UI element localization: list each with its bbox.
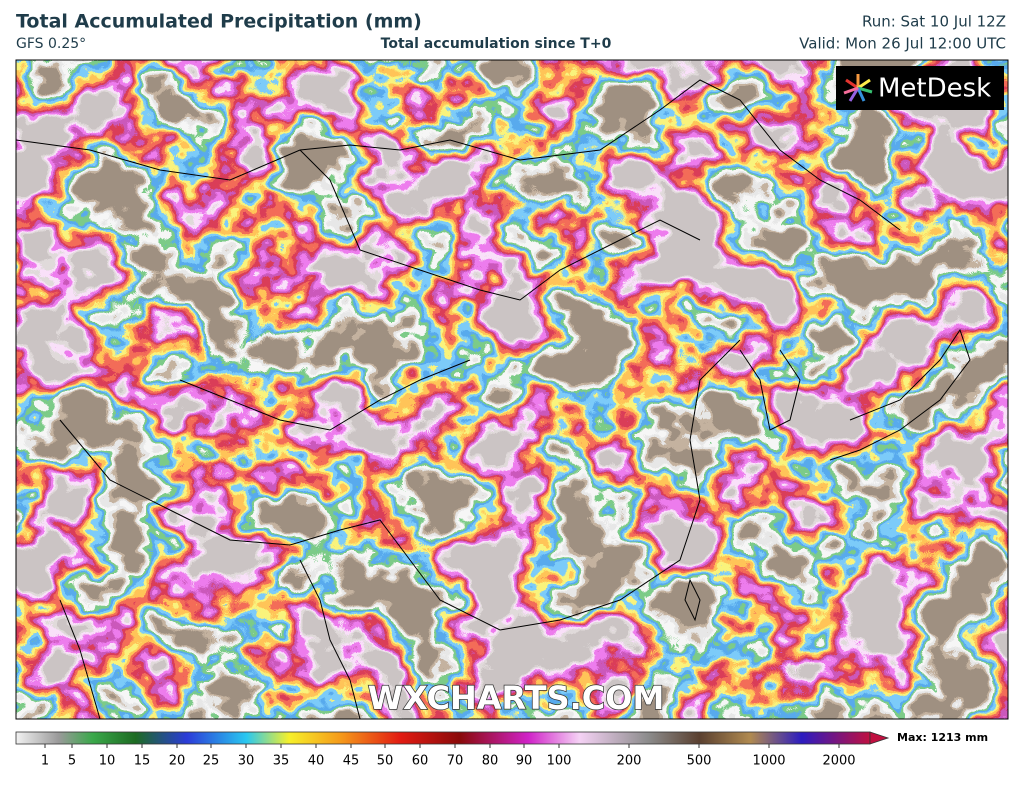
colorbar-label: 45: [343, 754, 360, 769]
model: GFS 0.25°: [16, 36, 86, 52]
colorbar-label: 2000: [822, 754, 855, 769]
colorbar-label: 5: [68, 754, 76, 769]
valid: Valid: Mon 26 Jul 12:00 UTC: [799, 35, 1006, 53]
precip-field: [16, 60, 1008, 719]
colorbar-label: 15: [134, 754, 151, 769]
colorbar-label: 60: [412, 754, 429, 769]
borders: [15, 79, 971, 720]
colorbar-label: 70: [447, 754, 464, 769]
max-label: Max: 1213 mm: [897, 731, 988, 744]
colorbar-label: 10: [99, 754, 116, 769]
colorbar-label: 90: [516, 754, 533, 769]
colorbar-label: 25: [203, 754, 220, 769]
run: Run: Sat 10 Jul 12Z: [862, 13, 1006, 31]
colorbar-label: 200: [617, 754, 642, 769]
title: Total Accumulated Precipitation (mm): [16, 11, 422, 33]
colorbar-label: 30: [238, 754, 255, 769]
colorbar-label: 20: [169, 754, 186, 769]
logo: MetDesk: [836, 66, 1004, 110]
colorbar-label: 40: [308, 754, 325, 769]
map: WXCHARTS.COM MetDesk: [15, 59, 1009, 720]
colorbar-label: 500: [687, 754, 712, 769]
logo-text: MetDesk: [878, 74, 991, 104]
map-frame: [15, 59, 1009, 720]
colorbar-label: 1: [41, 754, 49, 769]
colorbar-label: 100: [547, 754, 572, 769]
legend: Max: 1213 mm 1 5 10 15 20 25 30 35 40 45 50 60 70 80 9…: [15, 731, 988, 769]
colorbar: [15, 731, 871, 745]
colorbar-label: 35: [273, 754, 290, 769]
colorbar-label: 50: [377, 754, 394, 769]
colorbar-label: 1000: [752, 754, 785, 769]
colorbar-label: 80: [482, 754, 499, 769]
colorbar-arrow: [869, 731, 890, 745]
subtitle: Total accumulation since T+0: [381, 36, 612, 52]
watermark: WXCHARTS.COM: [368, 679, 665, 717]
